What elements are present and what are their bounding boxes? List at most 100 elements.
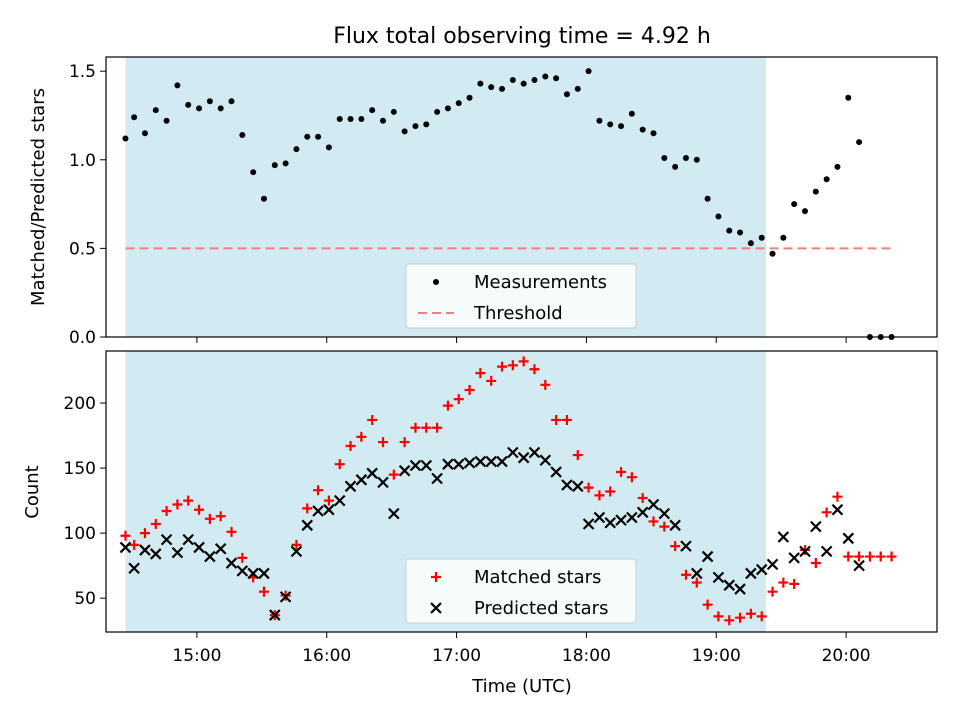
predicted-star-point: [119, 541, 132, 554]
measurement-point: [596, 117, 603, 124]
matched-star-point: [724, 615, 735, 626]
legend-label: Predicted stars: [474, 598, 608, 619]
predicted-star-point: [496, 455, 508, 468]
bottom-panel: 50 100 150 200 15:00 16:00 17:00 18:00 19:00 20:0…: [64, 350, 938, 666]
predicted-star-point: [626, 511, 638, 524]
measurement-point: [758, 234, 765, 241]
matched-star-point: [378, 437, 388, 448]
measurement-point: [856, 139, 863, 146]
predicted-star-point: [507, 446, 519, 459]
predicted-star-point: [571, 480, 584, 493]
predicted-star-point: [474, 455, 487, 468]
predicted-star-point: [139, 544, 151, 556]
measurement-point: [196, 105, 203, 112]
predicted-star-point: [853, 559, 865, 572]
matched-star-point: [120, 530, 131, 541]
measurement-point: [769, 250, 776, 257]
measurement-point: [747, 240, 754, 247]
measurement-point: [423, 121, 430, 128]
legend: Matched stars Predicted stars: [405, 558, 637, 624]
measurement-point: [141, 130, 148, 137]
predicted-star-point: [604, 516, 617, 529]
measurement-point: [185, 101, 192, 108]
axes-frame: [105, 56, 938, 338]
measurement-point: [563, 91, 570, 98]
matched-star-point: [410, 422, 421, 433]
measurement-point: [520, 80, 527, 87]
measurement-point: [661, 155, 668, 162]
predicted-star-point: [669, 519, 681, 532]
predicted-star-point: [582, 518, 595, 530]
matched-star-point: [399, 437, 410, 448]
predicted-star-point: [539, 454, 552, 467]
y-tick-label: 100: [64, 524, 96, 544]
predicted-star-point: [193, 541, 205, 554]
measurement-point: [715, 213, 722, 220]
predicted-star-point: [355, 474, 368, 486]
predicted-star-point: [528, 446, 541, 459]
predicted-star-point: [452, 458, 465, 470]
matched-star-point: [129, 539, 140, 550]
matched-star-point: [626, 472, 637, 483]
predicted-star-point: [160, 533, 173, 546]
predicted-star-point: [269, 609, 281, 621]
measurement-point: [693, 156, 700, 163]
matched-star-point: [291, 539, 302, 550]
predicted-star-point: [734, 583, 746, 595]
measurement-point: [444, 105, 451, 112]
measurement-point: [639, 126, 646, 133]
predicted-star-point: [171, 546, 184, 559]
predicted-star-point: [290, 545, 303, 558]
matched-star-point: [226, 526, 237, 537]
legend-marker-measurements: [433, 279, 439, 285]
measurement-point: [206, 98, 213, 105]
predicted-star-point: [485, 455, 497, 468]
measurement-point: [401, 128, 408, 135]
predicted-star-point: [279, 591, 292, 603]
matched-star-point: [561, 414, 572, 425]
measurement-point: [780, 234, 787, 241]
predicted-star-point: [366, 467, 378, 480]
matched-star-point: [204, 513, 215, 524]
predicted-star-point: [550, 466, 562, 478]
matched-star-point: [583, 482, 594, 493]
measurement-point: [628, 110, 635, 117]
measurement-point: [607, 121, 614, 128]
matched-star-point: [258, 586, 269, 597]
matched-star-point: [843, 551, 854, 562]
measurement-point: [726, 227, 733, 234]
bottom-y-axis-label: Count: [22, 465, 43, 518]
matched-star-point: [670, 541, 681, 552]
predicted-star-point: [680, 540, 692, 552]
predicted-star-point: [225, 557, 238, 569]
measurement-point: [455, 100, 462, 107]
measurement-point: [239, 131, 246, 138]
predicted-star-point: [431, 472, 443, 485]
y-tick-label: 200: [64, 394, 96, 414]
matched-star-point: [150, 519, 161, 530]
predicted-star-point: [420, 459, 433, 472]
predicted-star-point: [442, 458, 454, 470]
predicted-star-point: [377, 476, 389, 489]
measurement-point: [682, 155, 689, 162]
matched-star-point: [302, 503, 313, 514]
matched-star-point: [648, 516, 659, 527]
matched-star-point: [194, 504, 205, 515]
predicted-star-point: [755, 563, 768, 576]
predicted-star-point: [388, 507, 400, 520]
predicted-star-point: [312, 505, 324, 517]
predicted-star-point: [236, 565, 249, 577]
matched-star-point: [486, 375, 497, 386]
measurement-point: [336, 116, 343, 123]
measurement-point: [737, 229, 744, 236]
predicted-star-point: [777, 531, 790, 543]
legend-label: Measurements: [474, 272, 607, 293]
measurement-point: [585, 68, 592, 75]
x-tick-label: 17:00: [432, 646, 481, 666]
matched-star-point: [767, 586, 778, 597]
predicted-star-point: [636, 506, 649, 519]
y-tick-label: 0.5: [69, 239, 96, 259]
matched-star-point: [680, 569, 691, 580]
predicted-star-point: [258, 567, 270, 580]
measurement-point: [390, 108, 397, 115]
